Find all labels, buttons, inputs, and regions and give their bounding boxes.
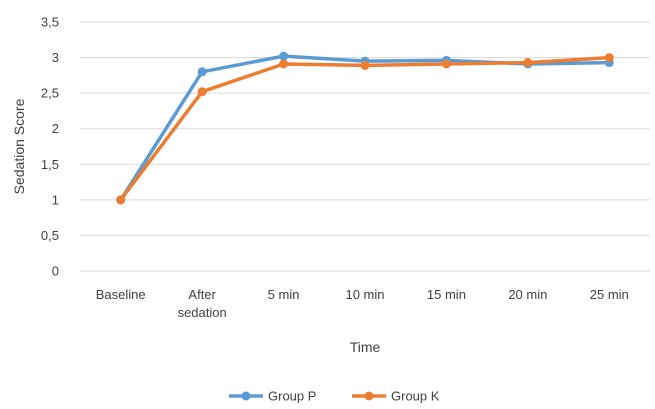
legend-marker (364, 391, 374, 401)
x-tick-label: 5 min (268, 287, 300, 302)
x-tick-label: 25 min (590, 287, 629, 302)
x-tick-label: 10 min (345, 287, 384, 302)
legend-label: Group K (391, 389, 440, 404)
series-line-0 (119, 54, 610, 201)
y-tick-label: 2 (52, 121, 59, 136)
x-tick-label: 15 min (427, 287, 466, 302)
y-tick-label: 3,5 (41, 15, 59, 30)
y-tick-label: 1 (52, 192, 59, 207)
y-tick-label: 0 (52, 264, 59, 279)
legend-label: Group P (268, 389, 316, 404)
y-tick-label: 3 (52, 50, 59, 65)
x-axis-ticks: Baseline After sedation 5 min 10 min 15 min 20… (96, 287, 629, 320)
y-tick-label: 1,5 (41, 157, 59, 172)
data-point (441, 59, 451, 69)
y-tick-label: 2,5 (41, 86, 59, 101)
x-axis-title: Time (350, 339, 381, 355)
legend: Group P Group K (229, 389, 440, 404)
legend-marker (241, 391, 251, 401)
data-point (604, 53, 614, 63)
data-point (279, 59, 289, 69)
data-point (116, 195, 126, 205)
data-point (279, 51, 289, 61)
data-point (197, 87, 207, 97)
y-tick-label: 0,5 (41, 228, 59, 243)
data-point (360, 60, 370, 70)
x-tick-label: After sedation (178, 287, 227, 320)
x-tick-label: 20 min (508, 287, 547, 302)
series-group (116, 51, 614, 205)
data-point (197, 67, 207, 77)
x-tick-label: Baseline (96, 287, 146, 302)
y-axis-ticks: 0 0,5 1 1,5 2 2,5 3 3,5 (41, 15, 59, 279)
data-point (523, 58, 533, 68)
y-axis-title: Sedation Score (11, 98, 27, 194)
